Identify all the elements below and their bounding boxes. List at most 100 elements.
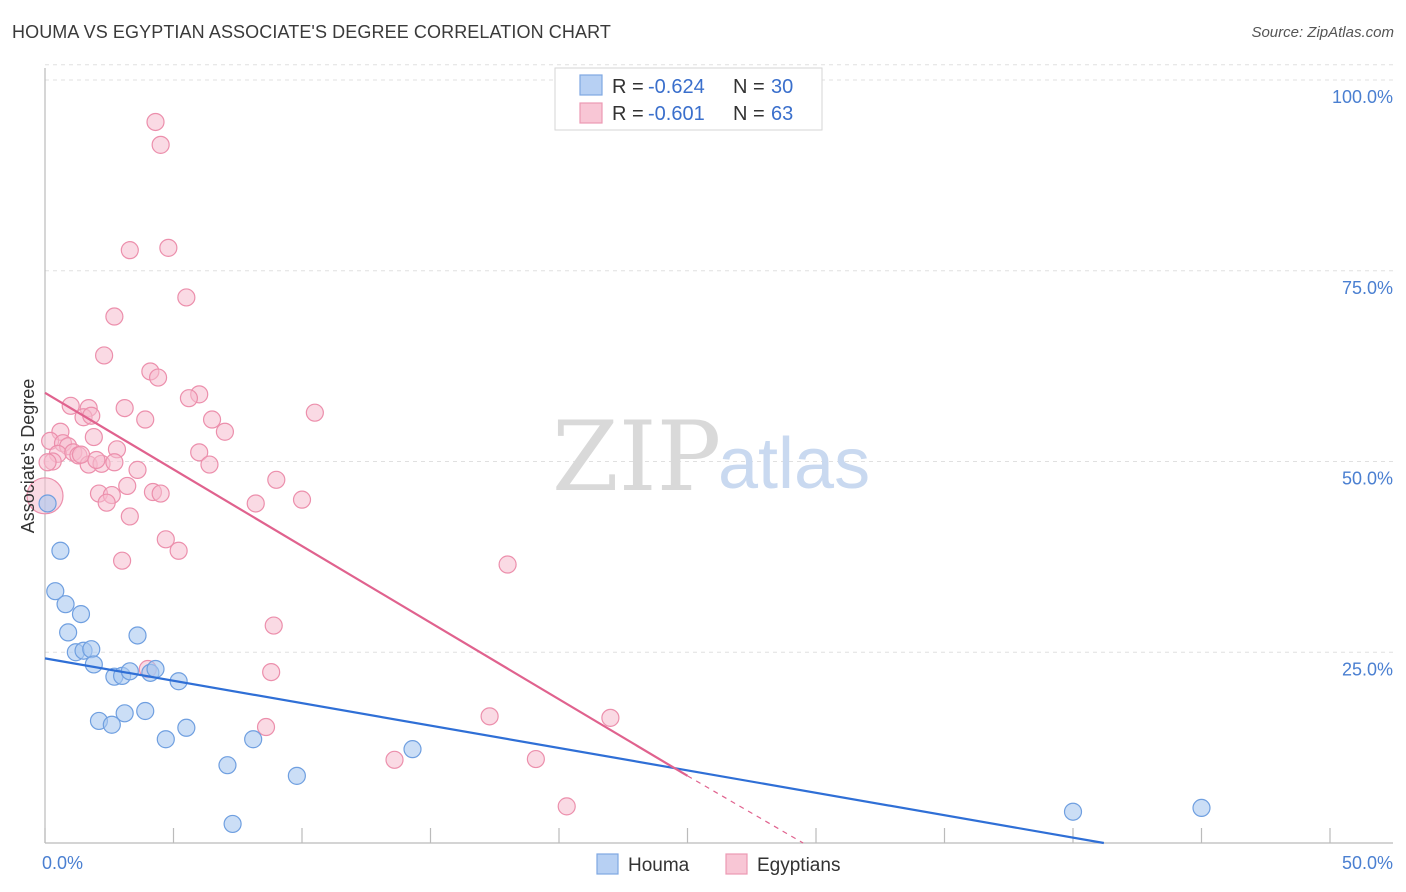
legend-houma-r-label: R = (612, 76, 644, 98)
houma-point (71, 604, 91, 624)
bottom-legend: Houma Egyptians (596, 853, 840, 876)
egyptians-point (71, 445, 91, 464)
egyptians-point (169, 541, 188, 560)
egyptians-point (256, 717, 276, 737)
egyptians-point (215, 422, 234, 441)
egyptians-point (146, 112, 165, 132)
egyptians-trendline-extension (687, 775, 804, 844)
egyptians-point (385, 750, 404, 769)
houma-point (56, 595, 75, 614)
houma-point (223, 814, 242, 834)
houma-point (156, 730, 175, 749)
bottom-legend-egyptians-swatch (725, 853, 748, 875)
legend-egyptians-n-value: 63 (771, 103, 793, 125)
houma-point (403, 740, 422, 759)
egyptians-point (179, 389, 199, 408)
houma-point (84, 655, 103, 674)
trendlines (44, 391, 1105, 845)
legend-houma-n-label: N = (733, 76, 765, 98)
egyptians-point (246, 494, 265, 513)
houma-point (82, 640, 101, 659)
y-axis-title: Associate's Degree (18, 379, 38, 534)
egyptians-point (177, 288, 196, 307)
egyptians-point (292, 490, 312, 509)
gridlines (45, 64, 1393, 653)
houma-point (218, 756, 237, 775)
y-tick-labels: 25.0% 50.0% 75.0% 100.0% (1332, 87, 1393, 679)
houma-point (38, 494, 57, 513)
egyptians-point (136, 410, 155, 429)
legend-egyptians-swatch (579, 102, 603, 124)
egyptians-point (148, 368, 168, 387)
houma-points (38, 494, 1211, 834)
egyptians-trendline (44, 391, 689, 777)
egyptians-point (190, 443, 209, 462)
legend-houma-r-value: -0.624 (648, 76, 705, 98)
chart-title: HOUMA VS EGYPTIAN ASSOCIATE'S DEGREE COR… (12, 22, 611, 42)
houma-point (1063, 802, 1083, 821)
houma-point (115, 704, 134, 723)
egyptians-point (156, 530, 175, 549)
legend-box: R = -0.624 N = 30 R = -0.601 N = 63 (554, 67, 823, 131)
watermark-atlas: atlas (718, 424, 870, 504)
egyptians-point (305, 403, 324, 422)
egyptians-point (120, 507, 139, 526)
egyptians-point (87, 450, 106, 470)
chart-source: Source: ZipAtlas.com (1251, 24, 1394, 41)
houma-point (177, 718, 196, 737)
egyptians-point (120, 241, 139, 260)
y-tick-label-50: 50.0% (1342, 469, 1393, 489)
houma-point (102, 715, 121, 734)
egyptians-point (105, 307, 124, 326)
houma-point (59, 623, 78, 642)
watermark-zip: ZIP (552, 401, 721, 513)
bottom-legend-houma-swatch (596, 853, 619, 875)
legend-egyptians-r-value: -0.601 (648, 103, 705, 125)
egyptians-points (26, 112, 620, 816)
houma-point (136, 701, 155, 721)
egyptians-point (267, 470, 286, 489)
legend-houma-swatch (579, 74, 603, 96)
egyptians-point (95, 346, 114, 365)
houma-point (244, 730, 263, 749)
egyptians-point (526, 749, 545, 769)
egyptians-point (84, 427, 103, 447)
egyptians-point (262, 662, 281, 682)
egyptians-point (97, 493, 116, 512)
bottom-legend-egyptians-label: Egyptians (757, 855, 840, 876)
egyptians-point (480, 707, 499, 726)
egyptians-point (200, 455, 219, 474)
y-tick-label-75: 75.0% (1342, 278, 1393, 298)
egyptians-point (118, 476, 137, 496)
x-tick-label-max: 50.0% (1342, 853, 1393, 873)
egyptians-point (264, 616, 283, 635)
houma-trendline (44, 657, 1105, 845)
egyptians-point (105, 453, 124, 472)
y-tick-label-25: 25.0% (1342, 659, 1393, 679)
egyptians-point (159, 238, 178, 257)
egyptians-point (151, 484, 170, 503)
bottom-legend-houma-label: Houma (628, 855, 690, 876)
houma-point (146, 659, 165, 679)
egyptians-point (498, 555, 517, 574)
legend-egyptians-r-label: R = (612, 103, 644, 125)
egyptians-point (38, 453, 57, 472)
egyptians-point (151, 135, 170, 154)
egyptians-point (112, 551, 132, 570)
y-tick-label-100: 100.0% (1332, 87, 1393, 107)
legend-houma-n-value: 30 (771, 76, 793, 98)
egyptians-point (128, 460, 147, 479)
houma-point (46, 582, 65, 601)
egyptians-point (202, 410, 222, 429)
egyptians-point (115, 398, 134, 418)
x-tick-marks (44, 828, 1331, 843)
egyptians-point (601, 708, 620, 727)
egyptians-point (557, 797, 576, 816)
houma-point (128, 626, 147, 645)
houma-point (51, 541, 70, 560)
legend-egyptians-n-label: N = (733, 103, 765, 125)
houma-point (287, 766, 306, 785)
houma-point (1192, 798, 1211, 818)
